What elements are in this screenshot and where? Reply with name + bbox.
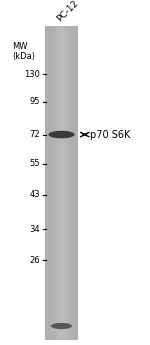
Text: MW: MW [12,42,27,51]
Bar [75,26,76,340]
Bar [65,26,66,340]
Bar [45,26,46,340]
Bar [49,26,51,340]
Text: 95: 95 [29,97,40,106]
Bar [47,26,48,340]
Ellipse shape [51,323,72,329]
Bar [60,26,61,340]
Bar [52,26,53,340]
Text: (kDa): (kDa) [12,52,35,61]
Bar [72,26,74,340]
Bar [67,26,68,340]
Bar [69,26,70,340]
Text: 43: 43 [29,190,40,199]
Bar [70,26,71,340]
Bar [45,26,78,340]
Bar [54,26,55,340]
Bar [64,26,65,340]
Bar [74,26,75,340]
Text: PC-12: PC-12 [55,0,80,23]
Bar [55,26,56,340]
Bar [76,26,77,340]
Bar [63,26,64,340]
Text: 130: 130 [24,70,40,79]
Text: 72: 72 [29,130,40,139]
Bar [66,26,67,340]
Text: 26: 26 [29,256,40,265]
Bar [58,26,59,340]
Bar [61,26,63,340]
Bar [51,26,52,340]
Ellipse shape [48,131,75,138]
Bar [56,26,57,340]
Bar [59,26,60,340]
Bar [53,26,54,340]
Text: p70 S6K: p70 S6K [90,130,130,139]
Text: 55: 55 [29,159,40,168]
Text: 34: 34 [29,225,40,234]
Bar [77,26,78,340]
Bar [48,26,49,340]
Bar [46,26,47,340]
Bar [71,26,72,340]
Bar [68,26,69,340]
Bar [57,26,58,340]
